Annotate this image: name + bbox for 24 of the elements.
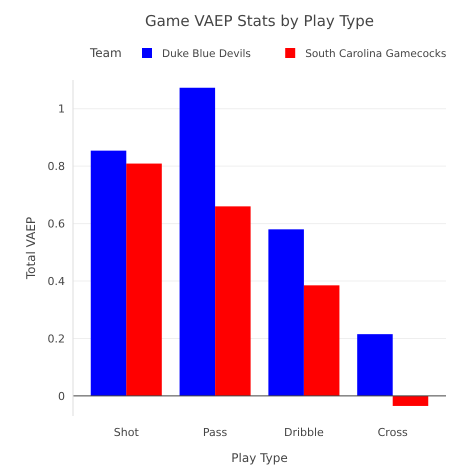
bar xyxy=(357,334,393,396)
chart-title: Game VAEP Stats by Play Type xyxy=(144,12,374,30)
legend-title: Team xyxy=(89,46,122,60)
legend-label: South Carolina Gamecocks xyxy=(305,48,446,60)
x-axis-title: Play Type xyxy=(231,451,288,465)
bar xyxy=(392,396,428,406)
x-tick-label: Dribble xyxy=(284,426,324,439)
y-tick-label: 0.4 xyxy=(48,275,65,288)
y-tick-label: 0.2 xyxy=(48,332,65,346)
x-tick-label: Shot xyxy=(114,426,140,439)
y-tick-label: 0.8 xyxy=(48,160,65,174)
x-tick-label: Cross xyxy=(378,426,408,439)
bar xyxy=(90,150,126,396)
bar xyxy=(215,206,251,396)
legend-label: Duke Blue Devils xyxy=(162,48,251,60)
bar xyxy=(268,229,304,396)
y-tick-label: 1 xyxy=(58,102,65,116)
y-tick-label: 0.6 xyxy=(48,218,65,231)
y-axis-title: Total VAEP xyxy=(24,216,38,280)
bar xyxy=(304,285,340,396)
y-tick-label: 0 xyxy=(58,390,65,403)
x-tick-label: Pass xyxy=(202,426,228,439)
bar xyxy=(180,88,216,396)
bar xyxy=(126,164,162,396)
